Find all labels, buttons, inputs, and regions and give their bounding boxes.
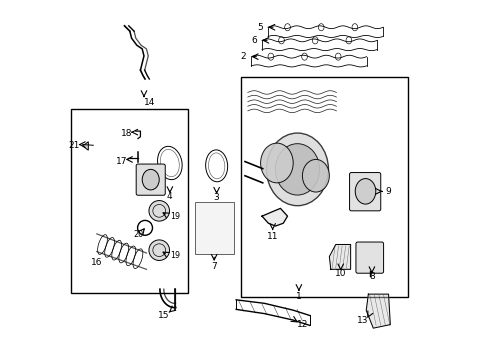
Text: 15: 15 bbox=[158, 311, 170, 320]
Bar bbox=[72, 109, 188, 293]
Text: 7: 7 bbox=[211, 262, 217, 271]
Ellipse shape bbox=[261, 143, 293, 183]
Text: 13: 13 bbox=[357, 315, 368, 324]
Ellipse shape bbox=[302, 159, 329, 192]
Ellipse shape bbox=[275, 144, 319, 195]
Text: 2: 2 bbox=[241, 52, 246, 61]
Text: 20: 20 bbox=[134, 230, 144, 239]
Text: 19: 19 bbox=[171, 251, 181, 260]
Ellipse shape bbox=[267, 133, 328, 206]
Text: 3: 3 bbox=[214, 193, 220, 202]
Text: 19: 19 bbox=[171, 212, 181, 221]
Text: 6: 6 bbox=[251, 36, 257, 45]
Text: 9: 9 bbox=[385, 187, 391, 196]
Text: 5: 5 bbox=[257, 23, 263, 32]
Polygon shape bbox=[366, 294, 391, 328]
Polygon shape bbox=[83, 142, 88, 150]
Bar bbox=[242, 77, 408, 297]
FancyBboxPatch shape bbox=[349, 172, 381, 211]
Text: 8: 8 bbox=[369, 272, 375, 281]
Polygon shape bbox=[329, 244, 351, 269]
Text: 14: 14 bbox=[145, 98, 156, 107]
Text: 11: 11 bbox=[267, 232, 278, 241]
Circle shape bbox=[149, 201, 170, 221]
Text: 17: 17 bbox=[116, 157, 127, 166]
Polygon shape bbox=[195, 202, 234, 255]
Ellipse shape bbox=[355, 179, 376, 204]
FancyBboxPatch shape bbox=[356, 242, 384, 273]
Text: 21: 21 bbox=[69, 141, 80, 150]
Text: 12: 12 bbox=[297, 320, 308, 329]
Text: 10: 10 bbox=[335, 269, 346, 278]
Circle shape bbox=[149, 240, 170, 260]
Text: 16: 16 bbox=[91, 258, 102, 267]
FancyBboxPatch shape bbox=[136, 164, 165, 195]
Polygon shape bbox=[262, 208, 288, 226]
Text: 18: 18 bbox=[121, 129, 132, 138]
Text: 1: 1 bbox=[296, 292, 302, 301]
Text: 4: 4 bbox=[167, 192, 172, 201]
Ellipse shape bbox=[142, 169, 159, 190]
